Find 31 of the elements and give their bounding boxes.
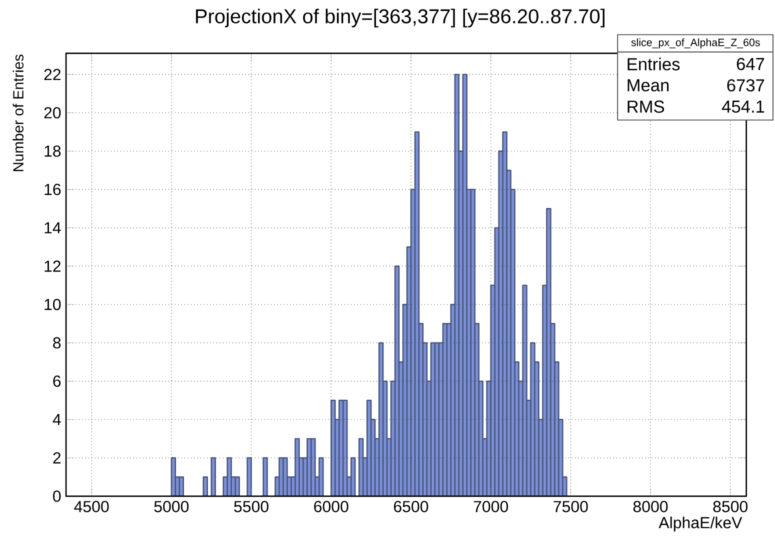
text: slice_px_of_AlphaE_Z_60s	[631, 38, 760, 49]
annotation: 647	[736, 58, 764, 70]
y-tick-label: 6	[53, 376, 61, 388]
annotation: RMS	[628, 100, 664, 114]
x-tick-label: 8500	[713, 501, 748, 512]
x-tick-label: 5500	[234, 501, 268, 512]
annotation: Mean	[628, 80, 669, 92]
y-tick-label: 10	[44, 299, 61, 310]
y-tick-label: 2	[53, 452, 61, 464]
y-tick-label: 18	[44, 146, 61, 157]
x-tick-label: 7500	[554, 501, 588, 512]
x-tick-label: 6500	[394, 501, 428, 512]
y-tick-label: 12	[44, 260, 61, 272]
y-tick-label: 0	[53, 490, 61, 502]
y-tick-label: 16	[44, 184, 61, 196]
y-tick-label: 22	[44, 69, 61, 80]
x-tick-label: 5000	[154, 501, 189, 512]
y-axis-title: Number of Entries	[12, 54, 24, 172]
y-tick-label: 20	[44, 107, 61, 119]
x-tick-label: 6000	[314, 501, 348, 512]
annotation: 6737	[727, 79, 764, 92]
annotation: 454.1	[722, 100, 764, 113]
x-tick-label: 4500	[74, 501, 109, 512]
y-tick-label: 14	[44, 222, 61, 234]
annotation: Entries	[628, 58, 680, 71]
x-tick-label: 8000	[633, 501, 668, 512]
chart-title: ProjectionX of biny=[363,377] [y=86.20..87.70]	[196, 8, 604, 28]
x-axis-title: AlphaE/keV	[658, 516, 742, 532]
y-tick-label: 4	[52, 414, 61, 426]
x-tick-label: 7000	[474, 501, 508, 512]
y-tick-label: 8	[53, 337, 61, 349]
